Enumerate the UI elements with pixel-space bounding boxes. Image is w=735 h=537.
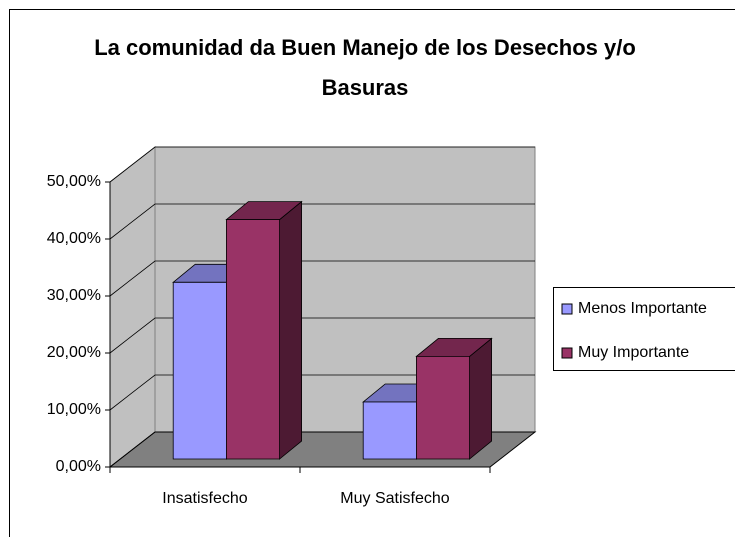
bar — [225, 200, 303, 460]
grid-line — [109, 260, 535, 297]
bar-side — [469, 337, 493, 460]
y-tick-label: 10,00% — [47, 401, 101, 418]
y-tick-label: 40,00% — [47, 230, 101, 247]
bar-side — [279, 200, 303, 460]
bar-front — [415, 355, 471, 460]
y-tick-label: 0,00% — [56, 458, 101, 475]
grid-line — [109, 203, 535, 240]
bar-front — [362, 401, 417, 460]
y-tick-label: 30,00% — [47, 287, 101, 304]
grid-line — [109, 317, 535, 354]
legend-label: Muy Importante — [578, 344, 689, 361]
legend-swatch — [561, 303, 573, 315]
grid-line — [109, 146, 535, 183]
x-tick-label: Muy Satisfecho — [340, 490, 449, 507]
side-wall — [109, 145, 156, 469]
legend-label: Menos Importante — [578, 300, 707, 317]
x-tick-label: Insatisfecho — [162, 490, 247, 507]
bar-front — [225, 219, 281, 460]
y-tick-label: 50,00% — [47, 173, 101, 190]
grid-line — [109, 374, 535, 411]
bar — [415, 337, 493, 460]
y-tick-label: 20,00% — [47, 344, 101, 361]
legend-box — [553, 287, 735, 371]
legend-swatch — [561, 347, 573, 359]
bar-front — [172, 281, 227, 460]
chart-title: La comunidad da Buen Manejo de los Desec… — [94, 35, 636, 100]
